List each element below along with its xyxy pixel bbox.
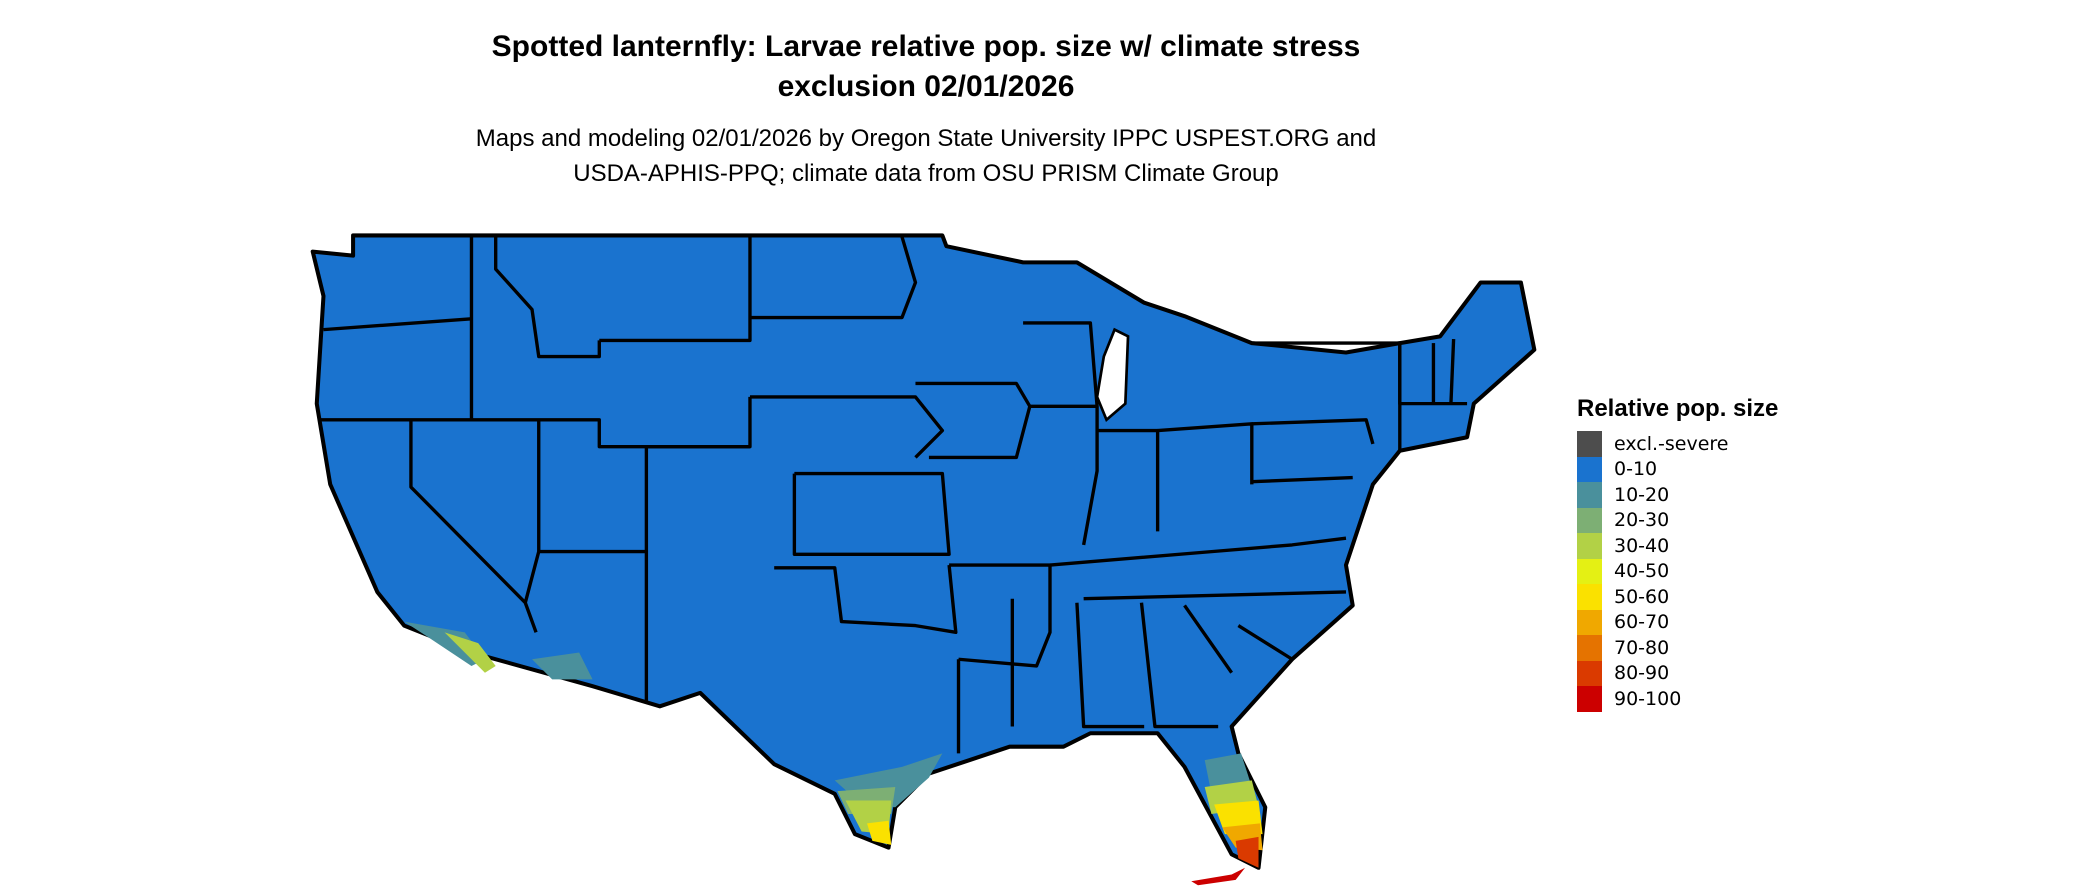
legend-swatch bbox=[1577, 431, 1602, 457]
legend-item: excl.-severe bbox=[1577, 431, 1778, 457]
legend-swatch bbox=[1577, 558, 1602, 584]
zone-arizona-10-20 bbox=[532, 652, 593, 680]
legend-label: 80-90 bbox=[1614, 662, 1670, 685]
legend-item: 70-80 bbox=[1577, 635, 1778, 661]
legend-label: 30-40 bbox=[1614, 534, 1670, 557]
state-borders bbox=[320, 236, 1468, 754]
subtitle-line-2: USDA-APHIS-PPQ; climate data from OSU PR… bbox=[573, 160, 1279, 187]
legend-item: 50-60 bbox=[1577, 584, 1778, 610]
legend-item: 90-100 bbox=[1577, 686, 1778, 712]
legend-swatch bbox=[1577, 584, 1602, 610]
legend-label: 20-30 bbox=[1614, 509, 1670, 532]
subtitle-line-1: Maps and modeling 02/01/2026 by Oregon S… bbox=[475, 125, 1377, 152]
legend-label: 0-10 bbox=[1614, 458, 1658, 481]
zone-texas-50-60 bbox=[867, 820, 892, 845]
legend-swatch bbox=[1577, 635, 1602, 661]
zone-california-10-20 bbox=[404, 621, 485, 666]
legend-swatch bbox=[1577, 533, 1602, 559]
legend-swatch bbox=[1577, 660, 1602, 686]
suitability-zones bbox=[404, 621, 1263, 886]
legend-item: 60-70 bbox=[1577, 609, 1778, 635]
legend-item: 20-30 bbox=[1577, 507, 1778, 533]
legend-label: 10-20 bbox=[1614, 483, 1670, 506]
zone-florida-80-90 bbox=[1235, 836, 1259, 868]
legend-item: 10-20 bbox=[1577, 482, 1778, 508]
legend-swatch bbox=[1577, 686, 1602, 712]
legend-title: Relative pop. size bbox=[1577, 395, 1779, 422]
legend-label: 50-60 bbox=[1614, 585, 1670, 608]
lake-michigan bbox=[1095, 327, 1130, 422]
map-title-line-1: Spotted lanternfly: Larvae relative pop.… bbox=[491, 30, 1361, 63]
legend-item: 80-90 bbox=[1577, 660, 1778, 686]
legend-item: 40-50 bbox=[1577, 558, 1778, 584]
legend-swatch bbox=[1577, 609, 1602, 635]
zone-florida-keys-90-100 bbox=[1191, 867, 1246, 886]
legend-swatch bbox=[1577, 482, 1602, 508]
map-title-line-2: exclusion 02/01/2026 bbox=[777, 70, 1075, 103]
legend-item: 0-10 bbox=[1577, 456, 1778, 482]
legend-item: 30-40 bbox=[1577, 533, 1778, 559]
legend: Relative pop. size excl.-severe 0-10 10-20… bbox=[1577, 393, 1778, 712]
legend-label: 90-100 bbox=[1614, 687, 1682, 710]
legend-swatch bbox=[1577, 507, 1602, 533]
legend-swatch bbox=[1577, 456, 1602, 482]
legend-label: 40-50 bbox=[1614, 560, 1670, 583]
zone-california-30-40 bbox=[444, 632, 496, 673]
legend-label: excl.-severe bbox=[1614, 432, 1729, 455]
legend-items: excl.-severe 0-10 10-20 20-30 30-40 40-50 50-6… bbox=[1577, 431, 1778, 712]
legend-label: 70-80 bbox=[1614, 636, 1670, 659]
legend-label: 60-70 bbox=[1614, 611, 1670, 634]
